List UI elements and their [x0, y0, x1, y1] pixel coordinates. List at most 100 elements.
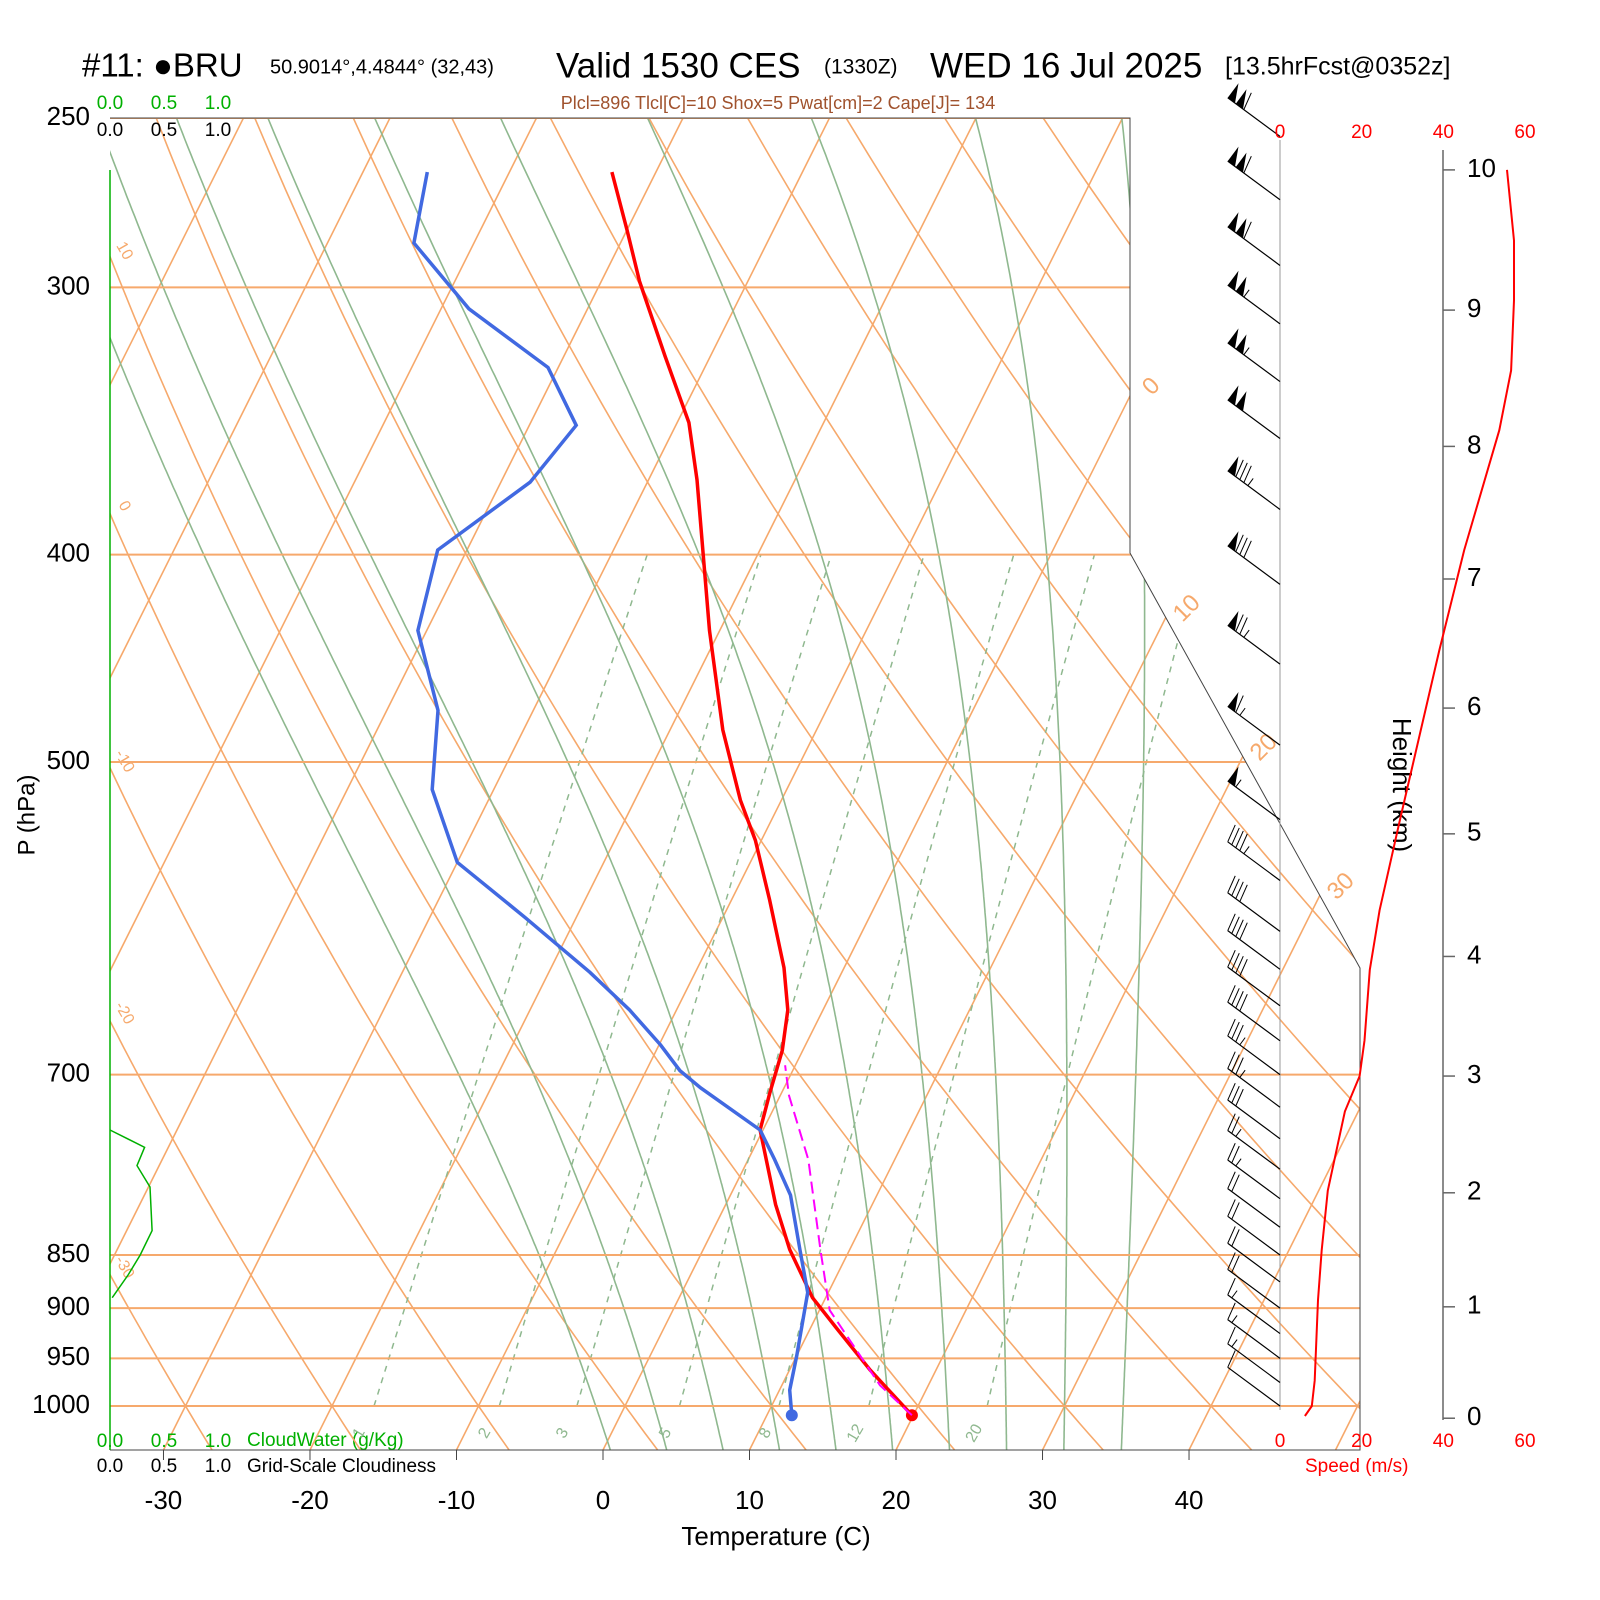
- barb-line: [1239, 462, 1248, 480]
- barb-line: [1227, 1277, 1236, 1296]
- barb-line: [1243, 155, 1252, 174]
- barb-line: [1227, 950, 1236, 968]
- isotherm: [110, 118, 684, 1450]
- barb-flag: [1227, 692, 1239, 712]
- moist-adiabat: [629, 118, 951, 1450]
- barb-line: [1231, 1085, 1240, 1104]
- speed-tick-label: 40: [1433, 1431, 1454, 1452]
- dry-adiabat: [725, 118, 1360, 1450]
- barb-flag: [1235, 276, 1247, 297]
- height-tick-label: 0: [1467, 1401, 1481, 1431]
- x-tick-label: 40: [1175, 1485, 1204, 1515]
- barb-line: [1235, 459, 1244, 477]
- height-label: Height (km): [1387, 718, 1417, 852]
- dry-adiabat: [110, 118, 517, 1450]
- barb-line: [1239, 922, 1248, 940]
- wind-barb: [1227, 1199, 1281, 1256]
- speed-tick-label: 40: [1433, 122, 1454, 143]
- cloudiness-label: Grid-Scale Cloudiness: [247, 1456, 436, 1477]
- isotherm: [110, 118, 538, 1450]
- barb-line: [1239, 833, 1248, 851]
- barb-flag: [1227, 456, 1239, 477]
- barb-half: [1239, 1037, 1246, 1046]
- forecast: [13.5hrFcst@0352z]: [1225, 53, 1451, 81]
- subtitle: Plcl=896 Tlcl[C]=10 Shox=5 Pwat[cm]=2 Ca…: [561, 93, 995, 113]
- height-tick-label: 10: [1467, 153, 1496, 183]
- barb-line: [1235, 614, 1244, 632]
- barb-line: [1239, 884, 1248, 902]
- barb-half: [1247, 478, 1254, 486]
- wind-barb: [1227, 766, 1281, 821]
- barb-staff: [1227, 966, 1281, 1007]
- barb-line: [1239, 537, 1248, 555]
- station: #11: ●BRU: [82, 47, 243, 84]
- wind-barb: [1227, 824, 1281, 881]
- wind-barb: [1227, 1113, 1281, 1170]
- cloudwater-line: [109, 1129, 153, 1299]
- cloud-tick-label: 0.5: [151, 1431, 177, 1452]
- barb-flag: [1235, 152, 1247, 173]
- barb-staff: [1227, 1343, 1281, 1383]
- barb-line: [1231, 1021, 1240, 1040]
- y-tick-label: 500: [47, 745, 90, 775]
- barb-staff: [1227, 284, 1281, 325]
- speed-tick-label: 20: [1351, 122, 1372, 143]
- sounding-line: [610, 171, 914, 1417]
- speed-tick-label: 60: [1514, 1431, 1535, 1452]
- wind-barb: [1227, 385, 1281, 440]
- barb-half: [1231, 1339, 1238, 1348]
- plot-border: [110, 117, 1361, 1451]
- y-tick-label: 250: [47, 101, 90, 131]
- barb-line: [1227, 1018, 1236, 1037]
- barb-line: [1231, 1174, 1240, 1192]
- isotherm: [1188, 118, 1360, 1450]
- wind-barb: [1227, 1350, 1281, 1407]
- barb-half: [1243, 347, 1250, 356]
- barb-staff: [1227, 1099, 1281, 1140]
- wind-barb: [1227, 212, 1281, 266]
- wind-barb: [1227, 531, 1281, 585]
- wind-barb: [1227, 985, 1281, 1042]
- barb-flag: [1227, 270, 1239, 291]
- barb-staff: [1227, 1035, 1281, 1076]
- speed-tick-label: 0: [1275, 1431, 1286, 1452]
- valid-time: Valid 1530 CES: [556, 46, 801, 85]
- height-tick-label: 5: [1467, 817, 1481, 847]
- height-tick-label: 6: [1467, 691, 1481, 721]
- wind-barb: [1227, 692, 1281, 746]
- height-tick-label: 3: [1467, 1059, 1481, 1089]
- x-tick-label: -20: [291, 1485, 329, 1515]
- barb-line: [1227, 985, 1236, 1003]
- barb-line: [1235, 955, 1244, 974]
- barb-line: [1227, 1171, 1236, 1189]
- isotherm: [110, 118, 391, 1450]
- barb-flag: [1235, 391, 1247, 412]
- barb-line: [1227, 824, 1236, 842]
- cloud-tick-label: 1.0: [205, 93, 231, 114]
- cloud-tick-label: 1.0: [205, 120, 231, 141]
- barb-staff: [1227, 160, 1281, 201]
- barb-line: [1227, 1082, 1236, 1101]
- barb-half: [1231, 1290, 1238, 1299]
- barb-staff: [1227, 841, 1281, 881]
- wind-barb: [1227, 83, 1281, 137]
- x-tick-label: 10: [735, 1485, 764, 1515]
- barb-line: [1231, 1255, 1240, 1273]
- barb-line: [1239, 958, 1248, 977]
- wind-barb: [1227, 1326, 1281, 1383]
- barb-flag: [1235, 334, 1247, 355]
- barb-line: [1235, 1088, 1244, 1107]
- speed-label: Speed (m/s): [1305, 1456, 1408, 1477]
- barb-staff: [1227, 1215, 1281, 1256]
- cloud-tick-label: 0.5: [151, 120, 177, 141]
- y-tick-label: 1000: [32, 1389, 90, 1419]
- barb-flag: [1227, 766, 1239, 787]
- barb-half: [1235, 779, 1242, 788]
- height-tick-label: 2: [1467, 1176, 1481, 1206]
- barb-line: [1231, 1116, 1240, 1134]
- barb-staff: [1227, 1068, 1281, 1108]
- moist-adiabat: [251, 118, 782, 1450]
- barb-line: [1235, 881, 1244, 899]
- x-tick-label: 30: [1028, 1485, 1057, 1515]
- y-tick-label: 900: [47, 1291, 90, 1321]
